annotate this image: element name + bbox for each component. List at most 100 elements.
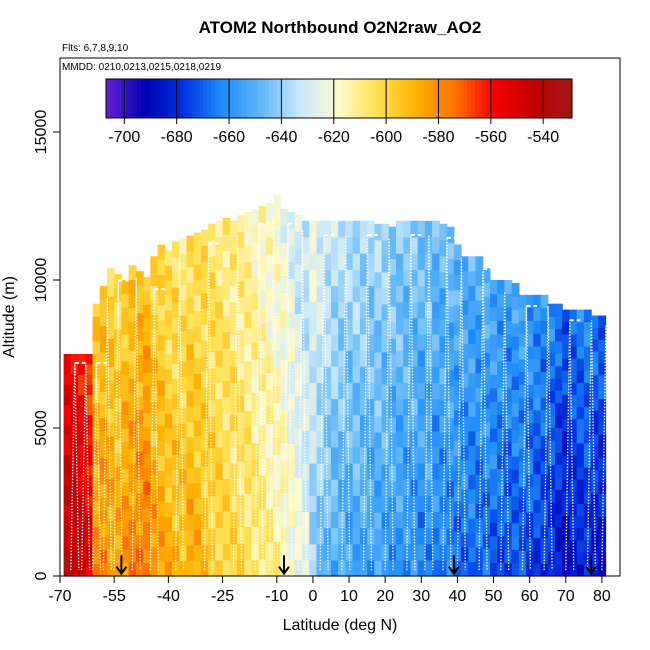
colorbar-segment: [420, 79, 425, 118]
heatmap-cell: [381, 271, 390, 289]
heatmap-cell: [164, 383, 173, 399]
heatmap-cell: [388, 417, 397, 434]
colorbar-segment: [537, 79, 542, 118]
heatmap-cell: [338, 430, 347, 448]
heatmap-cell: [258, 357, 267, 375]
heatmap-cell: [294, 395, 303, 413]
heatmap-cell: [569, 527, 578, 541]
heatmap-cell: [403, 462, 412, 480]
arrow-head: [115, 566, 128, 576]
heatmap-cell: [186, 390, 195, 407]
colorbar-tick-label: -580: [422, 129, 454, 146]
heatmap-cell: [106, 548, 115, 563]
heatmap-cell: [172, 423, 180, 440]
heatmap-cell: [121, 481, 130, 496]
heatmap-cell: [468, 328, 477, 345]
heatmap-cell: [417, 220, 426, 238]
heatmap-cell: [85, 434, 94, 446]
heatmap-cell: [330, 446, 339, 464]
colorbar-segment: [350, 79, 356, 118]
heatmap-cell: [258, 340, 267, 358]
flight-profile: [319, 234, 329, 571]
heatmap-cell: [417, 527, 426, 545]
heatmap-cell: [78, 414, 86, 426]
heatmap-cell: [287, 245, 296, 263]
heatmap-cell: [518, 358, 527, 373]
heatmap-cell: [338, 253, 347, 270]
heatmap-cell: [179, 545, 188, 562]
heatmap-cell: [99, 470, 108, 485]
heatmap-cell: [99, 391, 108, 406]
heatmap-cell: [396, 382, 404, 399]
heatmap-cell: [179, 345, 188, 362]
heatmap-cell: [164, 339, 173, 355]
heatmap-cell: [338, 398, 347, 416]
colorbar-segment: [179, 79, 185, 118]
heatmap-cell: [410, 301, 419, 319]
heatmap-cell: [396, 301, 404, 319]
heatmap-cell: [222, 396, 231, 414]
heatmap-cell: [287, 410, 296, 428]
heatmap-cell: [200, 418, 209, 435]
heatmap-cell: [403, 236, 412, 254]
heatmap-cell: [576, 527, 585, 541]
heatmap-cell: [193, 482, 202, 499]
heatmap-cell: [78, 404, 86, 416]
heatmap-cell: [135, 312, 144, 328]
heatmap-cell: [475, 299, 484, 316]
heatmap-cell: [186, 312, 195, 330]
colorbar-segment: [296, 79, 301, 118]
x-tick-label: 30: [412, 588, 430, 605]
heatmap-cell: [396, 495, 404, 513]
heatmap-cell: [352, 236, 361, 254]
colorbar-segment: [366, 79, 371, 118]
heatmap-cell: [208, 383, 216, 401]
heatmap-cell: [287, 228, 296, 246]
heatmap-cell: [309, 236, 318, 254]
heatmap-cell: [468, 372, 477, 388]
heatmap-cell: [381, 383, 390, 401]
heatmap-cell: [417, 236, 426, 254]
heatmap-cell: [511, 442, 520, 457]
heatmap-cell: [540, 422, 549, 436]
heatmap-cell: [482, 380, 491, 395]
heatmap-cell: [251, 375, 260, 394]
heatmap-cell: [99, 510, 108, 524]
heatmap-cell: [92, 489, 101, 503]
heatmap-cell: [497, 347, 505, 362]
heatmap-cell: [143, 344, 151, 360]
heatmap-cell: [121, 360, 130, 375]
heatmap-cell: [70, 515, 79, 527]
heatmap-cell: [309, 559, 318, 577]
heatmap-cell: [518, 294, 527, 309]
heatmap-cell: [424, 511, 433, 529]
heatmap-cell: [229, 462, 238, 480]
heatmap-cell: [388, 448, 397, 466]
x-tick-label: 50: [485, 588, 503, 605]
heatmap-cell: [186, 405, 195, 422]
colorbar-segment: [222, 79, 227, 118]
colorbar-segment: [560, 79, 565, 118]
heatmap-cell: [598, 386, 607, 399]
heatmap-cell: [186, 343, 195, 360]
heatmap-cell: [99, 404, 108, 419]
heatmap-cell: [533, 371, 542, 385]
heatmap-cell: [193, 451, 202, 468]
heatmap-cell: [576, 345, 585, 359]
heatmap-cell: [70, 444, 79, 456]
heatmap-cell: [150, 474, 159, 490]
heatmap-cell: [352, 220, 361, 238]
heatmap-cell: [92, 427, 101, 441]
heatmap-cell: [489, 401, 498, 416]
heatmap-cell: [410, 236, 419, 254]
heatmap-cell: [410, 366, 419, 383]
heatmap-cell: [396, 253, 404, 270]
heatmap-cell: [309, 398, 318, 416]
heatmap-cell: [576, 394, 585, 408]
heatmap-cell: [504, 441, 513, 456]
heatmap-cell: [309, 317, 318, 335]
heatmap-cell: [186, 483, 195, 500]
heatmap-cell: [526, 460, 534, 475]
heatmap-cell: [193, 388, 202, 405]
heatmap-cell: [374, 223, 383, 241]
